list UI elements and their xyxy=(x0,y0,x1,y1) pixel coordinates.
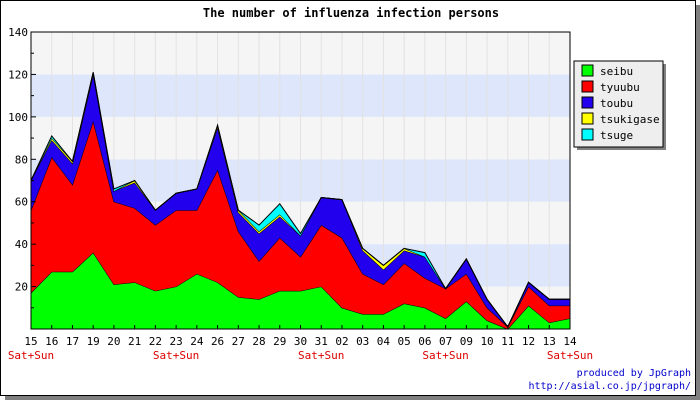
x-tick-label: 27 xyxy=(232,335,245,348)
series-line-tsuge xyxy=(30,72,570,328)
x-tick-label: 11 xyxy=(501,335,514,348)
legend-label-seibu: seibu xyxy=(600,65,633,78)
x-tick-label: 20 xyxy=(107,335,120,348)
credit-produced-by: produced by JpGraph xyxy=(576,368,691,379)
y-tick-label: 60 xyxy=(15,196,28,209)
x-tick-label: 09 xyxy=(460,335,473,348)
x-tick-label: 16 xyxy=(45,335,58,348)
x-tick-label: 14 xyxy=(563,335,577,348)
y-tick-label: 120 xyxy=(8,68,28,81)
x-tick-label: 19 xyxy=(87,335,100,348)
chart-title: The number of influenza infection person… xyxy=(203,6,499,20)
legend: seibu tyuubu toubu tsukigase tsuge xyxy=(573,60,666,150)
legend-label-toubu: toubu xyxy=(600,97,633,110)
stacked-areas xyxy=(30,72,571,330)
x-tick-label: 10 xyxy=(480,335,493,348)
weekend-label: Sat+Sun xyxy=(298,349,344,362)
y-tick-label: 80 xyxy=(15,153,28,166)
x-tick-label: 31 xyxy=(315,335,328,348)
weekend-label: Sat+Sun xyxy=(422,349,468,362)
x-tick-label: 22 xyxy=(149,335,162,348)
weekend-label: Sat+Sun xyxy=(547,349,593,362)
x-tick-label: 04 xyxy=(377,335,391,348)
weekend-label: Sat+Sun xyxy=(153,349,199,362)
x-tick-label: 05 xyxy=(398,335,411,348)
y-tick-label: 40 xyxy=(15,238,28,251)
x-tick-label: 02 xyxy=(335,335,348,348)
x-tick-label: 06 xyxy=(418,335,431,348)
credit-url[interactable]: http://asial.co.jp/jpgraph/ xyxy=(528,381,691,392)
series-area-toubu xyxy=(31,74,570,327)
series-area-seibu xyxy=(31,252,570,329)
x-tick-label: 12 xyxy=(522,335,535,348)
y-tick-label: 140 xyxy=(8,26,28,39)
x-tick-label: 17 xyxy=(66,335,79,348)
weekend-label: Sat+Sun xyxy=(8,349,54,362)
legend-swatch-tyuubu xyxy=(581,80,594,93)
x-tick-label: 21 xyxy=(128,335,141,348)
x-tick-label: 23 xyxy=(169,335,182,348)
x-tick-label: 30 xyxy=(294,335,307,348)
legend-label-tsuge: tsuge xyxy=(600,129,633,142)
x-tick-label: 03 xyxy=(356,335,369,348)
legend-swatch-tsuge xyxy=(581,128,594,141)
x-tick-label: 26 xyxy=(211,335,224,348)
legend-label-tyuubu: tyuubu xyxy=(600,81,640,94)
x-tick-label: 24 xyxy=(190,335,204,348)
x-tick-label: 13 xyxy=(543,335,556,348)
x-tick-label: 15 xyxy=(24,335,37,348)
y-tick-label: 20 xyxy=(15,281,28,294)
legend-label-tsukigase: tsukigase xyxy=(600,113,660,126)
x-tick-label: 07 xyxy=(439,335,452,348)
series-area-tyuubu xyxy=(31,121,570,329)
x-tick-label: 29 xyxy=(273,335,286,348)
x-tick-label: 28 xyxy=(252,335,265,348)
legend-swatch-tsukigase xyxy=(581,112,594,125)
chart: The number of influenza infection person… xyxy=(8,6,666,362)
y-tick-label: 100 xyxy=(8,111,28,124)
legend-swatch-seibu xyxy=(581,64,594,77)
legend-swatch-toubu xyxy=(581,96,594,109)
